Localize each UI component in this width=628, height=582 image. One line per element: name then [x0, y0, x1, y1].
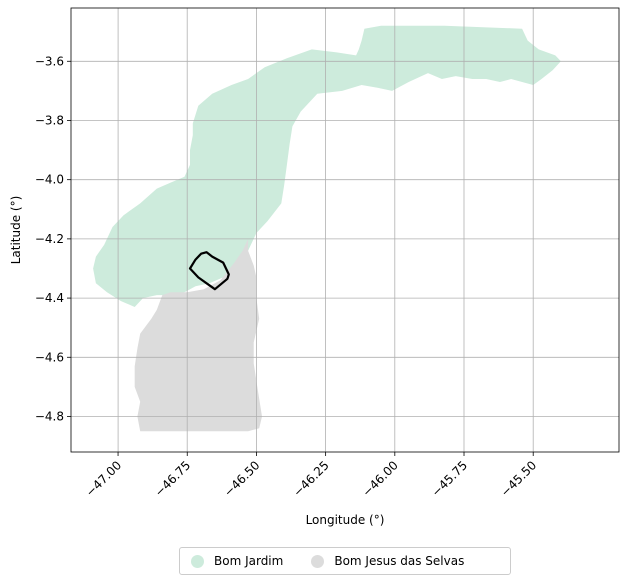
legend-item-bom-jardim: Bom Jardim — [191, 554, 283, 568]
y-ticks: −3.6 −3.8 −4.0 −4.2 −4.4 −4.6 −4.8 — [35, 54, 71, 423]
y-tick-label: −4.2 — [35, 232, 64, 246]
y-tick-label: −4.0 — [35, 173, 64, 187]
legend-marker-bom-jesus-das-selvas — [311, 554, 325, 568]
y-tick-label: −4.4 — [35, 291, 64, 305]
x-tick-label: −46.25 — [290, 458, 331, 499]
x-tick-label: −45.50 — [498, 458, 539, 499]
region-bom-jardim — [93, 25, 561, 308]
outline-layer — [188, 251, 230, 291]
x-tick-label: −45.75 — [429, 458, 470, 499]
legend-label-bom-jardim: Bom Jardim — [214, 554, 284, 568]
y-tick-label: −3.6 — [35, 54, 64, 68]
x-tick-label: −46.75 — [152, 458, 193, 499]
y-tick-label: −4.6 — [35, 350, 64, 364]
highlighted-boundary — [188, 251, 230, 291]
x-tick-label: −47.00 — [83, 458, 124, 499]
y-tick-label: −4.8 — [35, 409, 64, 423]
legend-label-bom-jesus-das-selvas: Bom Jesus das Selvas — [334, 554, 465, 568]
region-bom-jesus-das-selvas — [134, 238, 262, 432]
legend-marker-bom-jardim — [191, 554, 204, 568]
grid-layer — [71, 8, 619, 452]
plot-frame — [70, 7, 620, 453]
legend: Bom Jardim Bom Jesus das Selvas — [179, 547, 511, 575]
y-axis-label: Latitude (°) — [9, 196, 23, 265]
x-ticks: −47.00 −46.75 −46.50 −46.25 −46.00 −45.75 −45.… — [83, 452, 539, 500]
x-tick-label: −46.00 — [360, 458, 401, 499]
x-tick-label: −46.50 — [221, 458, 262, 499]
x-axis-label: Longitude (°) — [306, 513, 385, 527]
legend-item-bom-jesus-das-selvas: Bom Jesus das Selvas — [311, 554, 464, 568]
y-tick-label: −3.8 — [35, 113, 64, 127]
regions-layer — [93, 25, 561, 432]
